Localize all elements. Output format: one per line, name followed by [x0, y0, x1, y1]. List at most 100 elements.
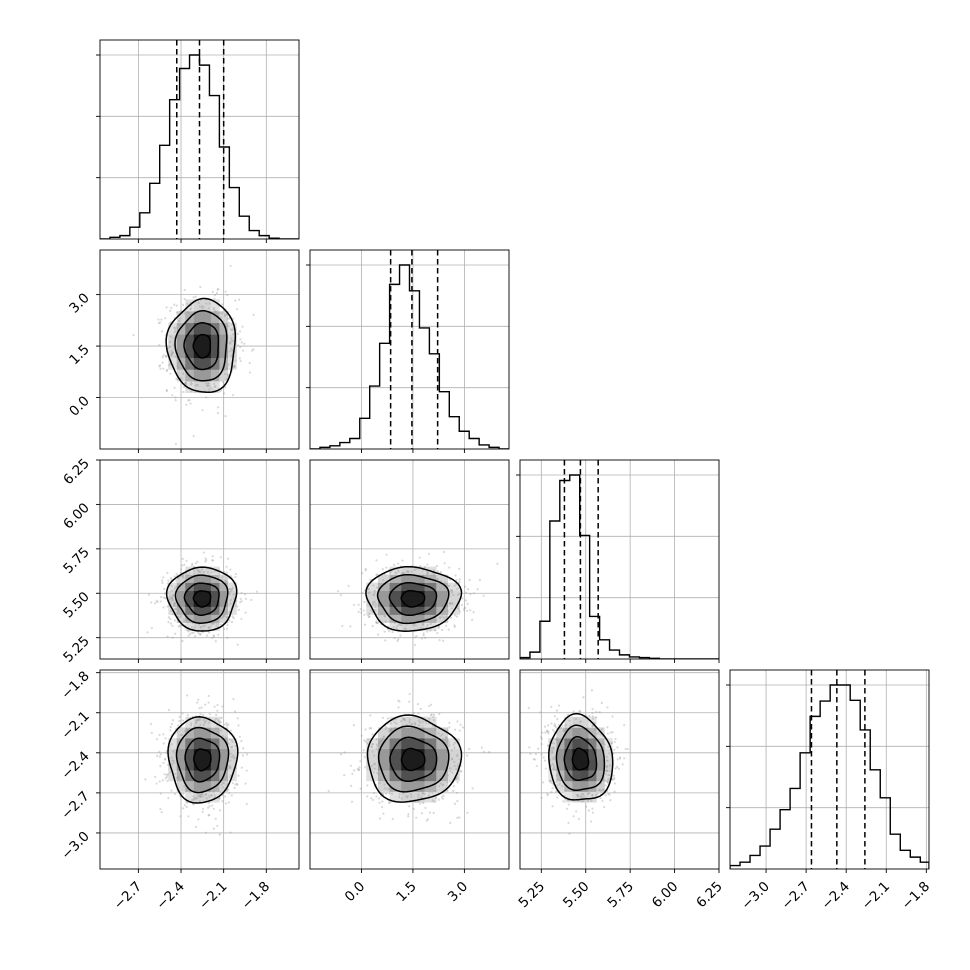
scatter-point — [556, 718, 559, 721]
density-cell — [185, 748, 195, 760]
scatter-point — [606, 726, 609, 729]
density-cell — [202, 590, 212, 599]
density-cell — [447, 770, 460, 782]
scatter-point — [225, 776, 228, 779]
density-cell — [389, 716, 402, 728]
density-cell — [193, 381, 203, 394]
scatter-point — [379, 778, 382, 781]
scatter-point — [417, 712, 420, 715]
scatter-point — [223, 723, 226, 726]
scatter-point — [547, 744, 550, 747]
density-cell — [210, 381, 220, 394]
density-cell — [210, 748, 220, 760]
scatter-point — [419, 802, 422, 805]
scatter-point — [186, 573, 189, 576]
scatter-point — [457, 607, 460, 611]
scatter-point — [195, 825, 198, 828]
scatter-point — [171, 763, 174, 766]
scatter-point — [159, 367, 162, 370]
scatter-point — [175, 585, 179, 588]
scatter-point — [244, 597, 248, 601]
scatter-point — [591, 807, 594, 810]
scatter-point — [199, 285, 202, 289]
scatter-point — [197, 717, 200, 720]
density-cell — [389, 748, 402, 760]
scatter-point — [480, 746, 483, 749]
scatter-point — [160, 318, 163, 321]
y-tick-label: −2.1 — [58, 708, 92, 742]
scatter-point — [186, 694, 189, 697]
contour-line — [174, 574, 229, 624]
scatter-point — [410, 795, 413, 798]
contour-line — [366, 714, 463, 803]
scatter-point — [356, 767, 359, 770]
density-cell — [202, 582, 212, 591]
scatter-point — [229, 568, 232, 571]
scatter-point — [215, 713, 218, 717]
density-cell — [389, 622, 402, 631]
scatter-point — [605, 759, 609, 762]
scatter-point — [171, 589, 174, 592]
scatter-point — [171, 394, 174, 397]
density-cell — [447, 590, 460, 599]
scatter-point — [225, 737, 228, 740]
scatter-point — [192, 631, 195, 634]
scatter-point — [206, 571, 209, 574]
scatter-point — [163, 757, 167, 760]
scatter-point — [210, 571, 213, 574]
scatter-point — [447, 585, 450, 588]
scatter-point — [437, 627, 440, 630]
scatter-point — [238, 330, 242, 333]
scatter-point — [237, 608, 240, 611]
scatter-point — [369, 609, 372, 612]
scatter-point — [204, 793, 207, 796]
scatter-point — [375, 738, 378, 741]
scatter-point — [395, 572, 398, 575]
scatter-point — [372, 754, 376, 757]
density-cell — [176, 590, 186, 599]
scatter-point — [204, 719, 207, 723]
scatter-point — [452, 785, 455, 788]
contour-line — [365, 565, 463, 632]
scatter-point — [162, 733, 165, 736]
scatter-panel-2-0 — [99, 459, 300, 660]
scatter-point — [453, 624, 456, 627]
density-cell — [401, 598, 414, 607]
scatter-point — [229, 602, 232, 605]
scatter-point — [159, 765, 162, 768]
scatter-point — [155, 599, 158, 602]
scatter-point — [462, 608, 466, 611]
density-cell — [219, 369, 229, 382]
scatter-point — [400, 572, 404, 575]
scatter-point — [408, 692, 411, 696]
scatter-point — [370, 745, 373, 748]
scatter-point — [606, 780, 609, 783]
density-cell — [401, 606, 414, 615]
scatter-point — [611, 715, 614, 718]
scatter-point — [541, 731, 544, 734]
scatter-point — [556, 796, 559, 799]
density-cell — [377, 614, 390, 623]
scatter-point — [376, 622, 379, 625]
scatter-point — [464, 606, 467, 609]
scatter-point — [201, 409, 204, 412]
scatter-point — [203, 624, 206, 628]
scatter-point — [449, 821, 452, 824]
scatter-point — [195, 797, 198, 800]
density-cell — [168, 322, 178, 335]
scatter-point — [386, 788, 389, 791]
density-cell — [168, 770, 178, 782]
scatter-point — [204, 703, 207, 706]
density-cell — [556, 748, 565, 760]
scatter-point — [430, 713, 433, 716]
scatter-point — [201, 807, 205, 811]
scatter-point — [240, 739, 243, 743]
density-cell — [389, 791, 402, 803]
scatter-point — [429, 713, 433, 717]
scatter-point — [552, 756, 556, 759]
scatter-point — [174, 772, 177, 775]
scatter-point — [455, 578, 458, 582]
scatter-point — [438, 616, 441, 619]
scatter-point — [177, 615, 180, 618]
scatter-point — [210, 387, 213, 390]
